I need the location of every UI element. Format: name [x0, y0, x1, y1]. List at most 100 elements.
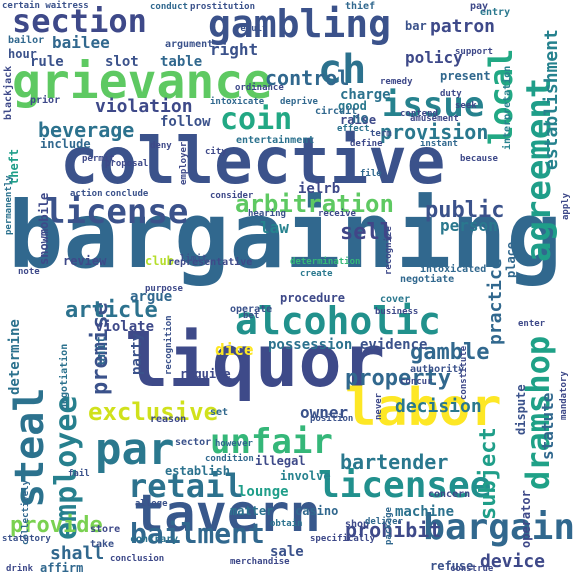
word-matter: matter — [230, 504, 274, 518]
word-result: result — [235, 24, 268, 34]
word-section: section — [12, 2, 147, 40]
word-pay: pay — [470, 1, 489, 12]
word-patron: patron — [430, 16, 496, 37]
word-place: place — [504, 241, 518, 278]
word-position: position — [310, 414, 354, 424]
word-licensee: licensee — [318, 465, 492, 506]
word-term: term — [370, 129, 392, 139]
word-certain-waitress: certain waitress — [2, 1, 89, 11]
word-public: public — [425, 198, 505, 223]
word-slot: slot — [105, 54, 139, 70]
word-recognize: recognize — [384, 226, 394, 275]
word-store: store — [90, 524, 121, 535]
word-violation: violation — [95, 96, 193, 117]
word-permanently: permanently — [4, 175, 14, 235]
word-concern: concern — [428, 489, 471, 500]
word-circuit: circuit — [315, 106, 358, 117]
word-cover: cover — [380, 294, 411, 305]
word-allege: allege — [135, 499, 168, 509]
word-article: article — [65, 298, 158, 323]
word-hour: hour — [8, 47, 37, 61]
word-never: never — [374, 392, 384, 420]
word-include: include — [40, 137, 91, 151]
word-ielrb: ielrb — [298, 181, 341, 197]
word-possession: possession — [268, 337, 353, 353]
word-business: business — [375, 307, 419, 317]
word-machine: machine — [395, 504, 455, 520]
word-constitute: constitute — [459, 345, 469, 400]
word-representative: representative — [168, 257, 253, 268]
word-decision: decision — [395, 396, 482, 417]
word-license: license — [45, 192, 189, 232]
word-negotiation: negotiation — [59, 343, 70, 410]
word-operate: operate — [230, 304, 273, 315]
word-statutory: statutory — [2, 534, 51, 544]
word-shall: shall — [50, 543, 105, 564]
word-bartender: bartender — [340, 450, 449, 474]
word-illegal: illegal — [255, 454, 306, 468]
word-sector: sector — [175, 437, 212, 448]
word-obtain: obtain — [270, 519, 303, 529]
word-intoxicate: intoxicate — [210, 97, 265, 107]
word-review: review — [63, 254, 107, 268]
word-take: take — [90, 539, 115, 550]
word-no: no — [352, 111, 369, 127]
word-intoxicated: intoxicated — [420, 264, 487, 275]
word-gambling: gambling — [208, 2, 392, 46]
word-entertainment: entertainment — [236, 135, 315, 146]
word-exclusive: exclusive — [88, 398, 219, 426]
word-bet: bet — [243, 311, 260, 321]
word-argument: argument — [165, 39, 214, 50]
word-contrary: contrary — [130, 534, 179, 545]
word-action: action — [70, 189, 103, 199]
word-person: person — [440, 216, 498, 235]
word-create: create — [300, 269, 333, 279]
word-bailee: bailee — [52, 33, 110, 52]
word-raise: raise — [340, 113, 377, 127]
word-sell: sell — [340, 220, 393, 245]
word-statute: statute — [538, 392, 557, 460]
word-charge: charge — [340, 87, 391, 103]
word-law: law — [260, 218, 289, 237]
word-device: device — [480, 551, 546, 572]
word-contend: contend — [400, 109, 438, 119]
word-violate: violate — [95, 319, 155, 335]
word-reason: reason — [150, 414, 187, 425]
word-lounge: lounge — [238, 484, 289, 500]
word-authority: authority — [410, 364, 465, 375]
word-subject: subject — [476, 427, 501, 520]
word-deny: deny — [150, 141, 172, 151]
word-bailment: bailment — [130, 517, 265, 550]
word-effect: effect — [337, 124, 370, 134]
word-purpose: purpose — [145, 284, 183, 294]
word-ch: ch — [318, 47, 367, 93]
word-labor: labor — [345, 378, 502, 438]
word-gamble: gamble — [410, 340, 490, 365]
word-define: define — [350, 139, 383, 149]
word-liquor: liquor — [125, 319, 386, 403]
word-consider: consider — [210, 191, 254, 201]
word-table: table — [160, 54, 203, 70]
word-prostitution: prostitution — [190, 2, 256, 12]
word-blackjack: blackjack — [3, 65, 14, 120]
word-determine: determine — [7, 319, 23, 395]
word-property: property — [345, 366, 451, 391]
word-sale: sale — [270, 544, 304, 560]
word-hearing: hearing — [248, 209, 286, 219]
word-involve: involve — [280, 469, 331, 483]
word-interpretation: interpretation — [502, 65, 513, 150]
word-because: because — [460, 154, 498, 164]
word-shop: shop — [345, 519, 370, 530]
word-conclusion: conclusion — [110, 554, 165, 564]
word-follow: follow — [160, 114, 211, 130]
word-establishment: establishment — [541, 29, 562, 170]
word-argue: argue — [130, 289, 173, 305]
word-apply: apply — [561, 192, 571, 220]
word-permit: permit — [82, 154, 115, 164]
word-arbitration: arbitration — [235, 190, 394, 218]
word-thief: thief — [345, 1, 376, 12]
word-rule: rule — [30, 54, 64, 70]
word-conclude: conclude — [105, 189, 149, 199]
word-operator: operator — [519, 490, 533, 548]
word-affirm: affirm — [40, 561, 84, 575]
